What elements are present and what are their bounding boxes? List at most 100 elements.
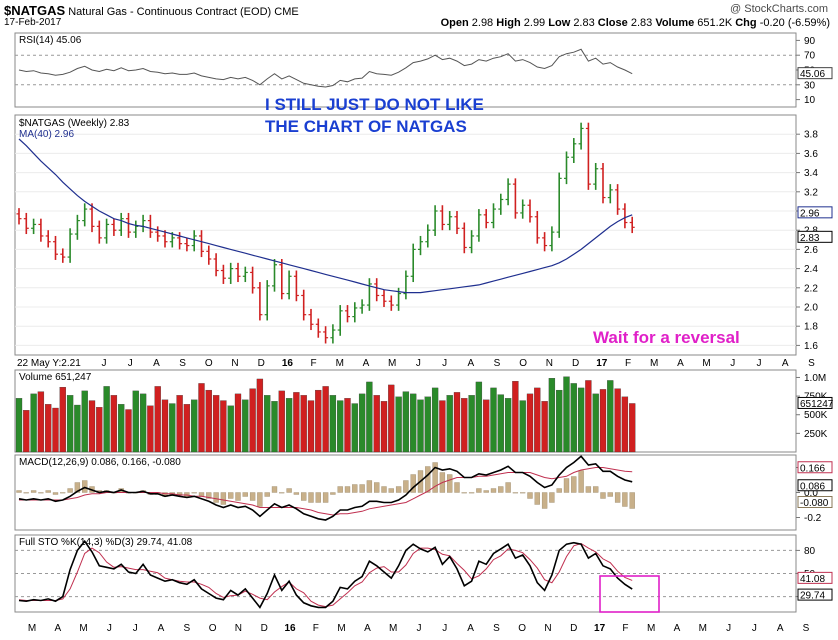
- macd-histogram-bar: [337, 486, 343, 493]
- volume-bar: [212, 395, 220, 453]
- chg-value: -0.20 (-6.59%): [759, 17, 830, 29]
- price-axis-tick-label: 2.4: [804, 264, 818, 275]
- macd-histogram-bar: [242, 492, 248, 497]
- volume-bar: [322, 386, 329, 453]
- bottom-month-label: S: [493, 623, 500, 634]
- volume-bar: [351, 403, 358, 453]
- macd-last-box: [797, 479, 833, 492]
- price-month-label: A: [782, 358, 789, 369]
- volume-bar: [621, 396, 629, 453]
- rsi-axis-tick-label: 70: [804, 51, 816, 62]
- open-label: Open: [440, 17, 469, 29]
- macd-histogram-bar: [213, 492, 219, 503]
- macd-histogram-bar: [271, 486, 278, 493]
- price-month-label: A: [467, 358, 474, 369]
- volume-bar: [285, 398, 293, 453]
- annotation-line-1: I STILL JUST DO NOT LIKE: [265, 95, 484, 114]
- price-month-label: A: [153, 358, 160, 369]
- price-month-label: J: [102, 358, 107, 369]
- rsi-last-value: 45.06: [800, 69, 825, 80]
- macd-histogram-bar: [16, 490, 22, 493]
- price-month-label: F: [311, 358, 317, 369]
- bottom-month-label: F: [622, 623, 628, 634]
- volume-bar: [271, 401, 278, 453]
- rsi-last-value-box: [797, 67, 833, 80]
- volume-bar: [526, 393, 534, 453]
- stochastic-label: Full STO %K(14,3) %D(3) 29.74, 41.08: [19, 537, 193, 548]
- macd-axis-tick-label: -0.2: [804, 513, 822, 524]
- macd-histogram-bar: [447, 474, 453, 493]
- volume-label: Volume 651,247: [19, 372, 92, 383]
- ma40-line: [18, 138, 633, 294]
- price-month-label: N: [546, 358, 553, 369]
- macd-signal-line: [19, 467, 633, 516]
- volume-bar: [563, 376, 570, 453]
- volume-bar: [315, 389, 322, 453]
- bottom-month-label: A: [777, 623, 784, 634]
- macd-histogram-bar: [191, 492, 197, 494]
- volume-bar: [614, 388, 621, 453]
- annotation-reversal: Wait for a reversal: [593, 328, 740, 347]
- stochastic-axis-tick-label: 80: [804, 546, 816, 557]
- bottom-month-label: A: [54, 623, 61, 634]
- bottom-month-label: J: [752, 623, 757, 634]
- price-month-label: 17: [596, 358, 608, 369]
- bottom-month-label: N: [544, 623, 551, 634]
- volume-bar: [424, 396, 431, 453]
- bottom-month-label: O: [518, 623, 526, 634]
- symbol: $NATGAS: [4, 3, 66, 18]
- volume-last-value-box: [797, 396, 833, 409]
- low-value: 2.83: [573, 17, 595, 29]
- volume-bar: [607, 380, 614, 453]
- price-month-label: J: [757, 358, 762, 369]
- price-month-label: J: [128, 358, 133, 369]
- macd-histogram-bar: [45, 490, 51, 493]
- price-month-label: M: [650, 358, 658, 369]
- macd-histogram-bar: [315, 492, 321, 503]
- volume-bar: [147, 405, 154, 453]
- macd-histogram-bar: [395, 486, 402, 493]
- volume-bar: [125, 409, 132, 453]
- volume-bar: [380, 401, 388, 453]
- macd-histogram-bar: [534, 492, 540, 505]
- macd-histogram-bar: [432, 462, 438, 493]
- volume-bar: [176, 395, 183, 453]
- stochastic-k-last-box: [797, 588, 833, 601]
- volume-bar: [585, 380, 592, 453]
- volume-bar: [512, 381, 519, 453]
- open-value: 2.98: [471, 17, 494, 29]
- macd-hist-last-box: [797, 496, 833, 508]
- macd-histogram-bar: [520, 492, 526, 494]
- volume-bar: [599, 389, 607, 453]
- macd-histogram-bar: [249, 492, 256, 501]
- macd-histogram-bar: [425, 466, 431, 493]
- volume-bar: [373, 395, 380, 453]
- volume-bar: [431, 387, 439, 453]
- bottom-month-label: M: [28, 623, 36, 634]
- volume-bar: [453, 392, 461, 453]
- annotation-dislike: I STILL JUST DO NOT LIKE THE CHART OF NA…: [265, 94, 484, 138]
- volume-axis-tick-label: 250K: [804, 429, 828, 440]
- volume-bar: [461, 398, 468, 453]
- macd-histogram-bar: [490, 488, 497, 493]
- price-axis-tick-label: 3.6: [804, 149, 818, 160]
- price-month-label: S: [808, 358, 815, 369]
- low-label: Low: [548, 17, 571, 29]
- price-month-label: J: [730, 358, 735, 369]
- price-month-label: O: [205, 358, 213, 369]
- stochastic-k-line: [18, 539, 633, 609]
- macd-histogram-bar: [556, 488, 562, 493]
- macd-histogram-bar: [344, 486, 351, 493]
- close-label: Close: [597, 17, 628, 29]
- macd-histogram-bar: [410, 474, 416, 493]
- high-label: High: [496, 17, 521, 29]
- volume-bar: [169, 403, 176, 453]
- volume-bar: [88, 400, 96, 453]
- volume-bar: [293, 392, 300, 453]
- bottom-month-label: 17: [594, 623, 606, 634]
- macd-histogram-bar: [374, 482, 380, 493]
- macd-axis-tick-label: 0.0: [804, 488, 818, 499]
- price-month-label: J: [416, 358, 421, 369]
- rsi-label: RSI(14) 45.06: [19, 35, 82, 46]
